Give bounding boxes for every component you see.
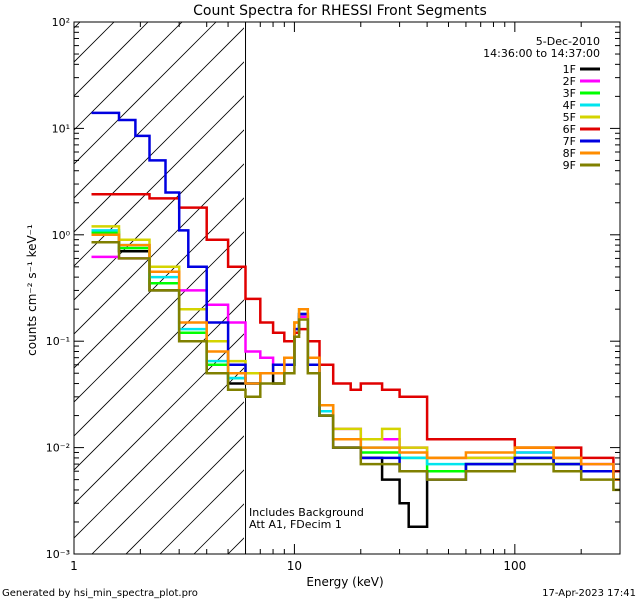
hatch-line: [74, 22, 217, 165]
series-9f-line: [91, 241, 620, 492]
legend-label: 4F: [563, 99, 576, 112]
hatch-line: [610, 0, 640, 600]
x-axis-label: Energy (keV): [306, 575, 383, 589]
hatch-line: [576, 0, 640, 600]
annotation-background: Includes Background: [249, 506, 364, 519]
y-tick-label: 10⁰: [52, 229, 71, 242]
hatch-line: [125, 435, 244, 554]
time-range-label: 14:36:00 to 14:37:00: [483, 47, 600, 60]
hatch-line: [74, 22, 183, 131]
series-3f-line: [91, 231, 620, 481]
series-6f-line: [91, 193, 620, 473]
plot-frame: [73, 21, 621, 555]
series-group: [91, 111, 620, 529]
hatch-line: [542, 0, 640, 600]
y-axis: 10⁻³ 10⁻² 10⁻¹ 10⁰ 10¹ 10²: [46, 16, 620, 561]
footer-timestamp: 17-Apr-2023 17:41: [542, 588, 636, 599]
x-tick-label: 100: [503, 559, 526, 573]
series-8f-line: [91, 233, 620, 481]
y-tick-label: 10¹: [52, 122, 70, 135]
legend-label: 3F: [563, 87, 576, 100]
hatch-line: [159, 469, 244, 554]
x-axis: 1 10 100: [70, 22, 621, 573]
series-1f-line: [91, 233, 620, 529]
hatch-line: [74, 95, 244, 267]
y-tick-label: 10⁻²: [46, 442, 70, 455]
hatch-line: [440, 0, 640, 600]
hatch-line: [406, 0, 640, 600]
legend-label: 8F: [563, 147, 576, 160]
legend-label: 9F: [563, 159, 576, 172]
y-tick-label: 10²: [52, 16, 70, 29]
y-tick-label: 10⁻¹: [46, 335, 70, 348]
hatch-line: [74, 22, 149, 97]
footer-generated-by: Generated by hsi_min_spectra_plot.pro: [2, 588, 198, 599]
x-tick-label: 1: [70, 559, 78, 573]
hatch-line: [74, 197, 244, 369]
hatch-line: [372, 0, 640, 600]
legend-label: 5F: [563, 111, 576, 124]
chart-title: Count Spectra for RHESSI Front Segments: [193, 3, 487, 19]
y-axis-label: counts cm⁻² s⁻¹ keV⁻¹: [25, 224, 39, 356]
x-tick-label: 10: [287, 559, 302, 573]
legend-label: 2F: [563, 75, 576, 88]
hatch-line: [74, 163, 244, 335]
legend-label: 6F: [563, 123, 576, 136]
y-tick-label: 10⁻³: [46, 548, 70, 561]
hatch-line: [74, 22, 115, 63]
hatch-line: [338, 0, 640, 600]
series-7f-line: [91, 111, 620, 481]
hatch-line: [74, 231, 244, 403]
date-label: 5-Dec-2010: [536, 35, 600, 48]
hatch-line: [0, 0, 86, 600]
legend-label: 1F: [563, 63, 576, 76]
hatch-line: [474, 0, 640, 600]
legend-label: 7F: [563, 135, 576, 148]
hatch-line: [74, 27, 244, 199]
hatch-line: [74, 129, 244, 301]
hatch-line: [0, 0, 154, 600]
annotation-attenuator: Att A1, FDecim 1: [249, 518, 342, 531]
hatch-line: [91, 401, 244, 554]
